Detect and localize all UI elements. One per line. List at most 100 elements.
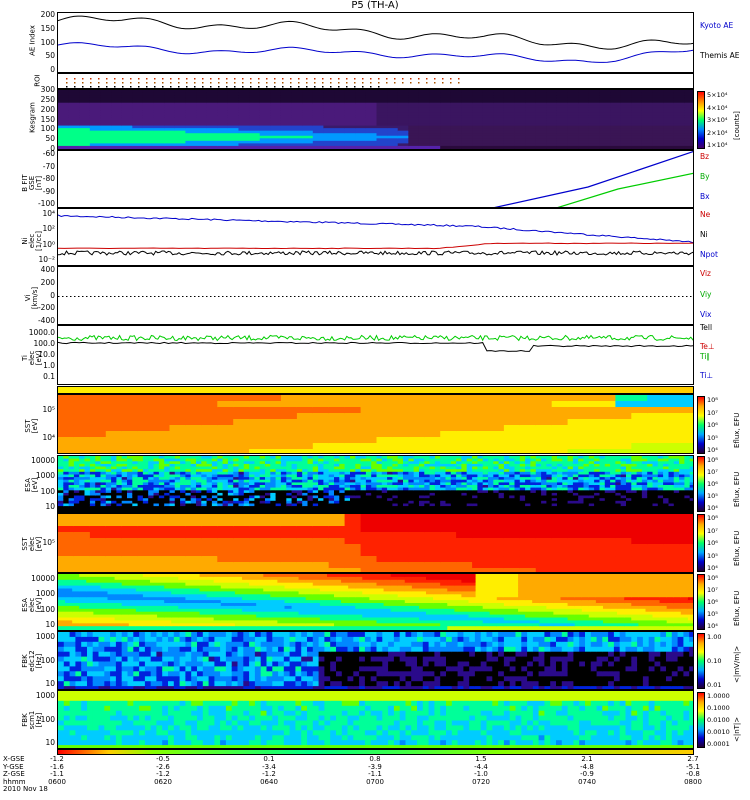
sst2-cell bbox=[249, 520, 266, 527]
roi-dot bbox=[450, 82, 452, 84]
esa1-cell bbox=[334, 466, 340, 470]
esa1-cell bbox=[217, 477, 224, 481]
sst1-cell bbox=[153, 401, 170, 408]
esa1-cell bbox=[206, 477, 213, 481]
esa1-cell bbox=[58, 479, 64, 483]
esa1-cell bbox=[355, 508, 362, 512]
esa1-cell bbox=[514, 487, 521, 491]
kesgram-cell bbox=[663, 115, 675, 119]
esa1-cell bbox=[461, 503, 468, 507]
sst1-cell bbox=[647, 449, 664, 453]
kesgram-cell bbox=[259, 130, 271, 134]
esa1-cell bbox=[636, 511, 643, 512]
sst2-cell bbox=[456, 550, 473, 557]
kesgram-cell bbox=[217, 128, 229, 132]
sst1-cell bbox=[153, 425, 170, 432]
kesgram-cell bbox=[482, 112, 494, 116]
sst1-cell bbox=[599, 413, 616, 420]
esa1-cell bbox=[679, 474, 685, 478]
sst1-cell bbox=[663, 431, 680, 438]
esa1-cell bbox=[689, 508, 693, 512]
sst1-cell bbox=[328, 443, 346, 450]
esa1-cell bbox=[493, 471, 500, 475]
esa1-cell bbox=[657, 485, 664, 489]
kesgram-cell bbox=[334, 148, 346, 149]
esa1-cell bbox=[259, 485, 266, 489]
esa1-cell bbox=[148, 508, 155, 512]
esa1-cell bbox=[541, 500, 547, 504]
kesgram-cell bbox=[323, 138, 335, 142]
sst1-cell bbox=[376, 419, 393, 426]
sst1-cell bbox=[679, 419, 693, 426]
esa1-cell bbox=[567, 463, 574, 468]
esa1-cell bbox=[73, 492, 80, 497]
sst1-cell bbox=[360, 431, 378, 438]
esa1-cell bbox=[583, 487, 590, 491]
esa1-cell bbox=[652, 492, 659, 497]
esa1-cell bbox=[270, 477, 277, 481]
esa1-cell bbox=[201, 458, 208, 462]
esa1-cell bbox=[121, 469, 128, 473]
esa1-cell bbox=[641, 492, 648, 497]
esa1-cell bbox=[599, 474, 606, 478]
esa1-cell bbox=[233, 498, 240, 502]
esa1-cell bbox=[461, 482, 468, 486]
sst1-cell bbox=[440, 395, 457, 402]
esa1-cell bbox=[610, 487, 616, 491]
esa1-cell bbox=[482, 498, 489, 502]
esa1-cell bbox=[663, 471, 669, 475]
esa1-cell bbox=[572, 482, 579, 486]
sst2-cell bbox=[408, 514, 425, 521]
esa1-cell bbox=[318, 458, 324, 462]
kesgram-cell bbox=[673, 133, 685, 137]
kesgram-cell bbox=[663, 97, 675, 101]
kesgram-cell bbox=[259, 100, 271, 104]
kesgram-cell bbox=[280, 92, 293, 96]
esa1-cell bbox=[153, 508, 160, 512]
esa1-cell bbox=[355, 500, 362, 504]
kesgram-cell bbox=[227, 143, 239, 147]
esa1-cell bbox=[142, 463, 149, 468]
sst1-cell bbox=[424, 425, 441, 432]
kesgram-cell bbox=[89, 95, 101, 99]
esa1-cell bbox=[148, 461, 155, 465]
esa1-cell bbox=[525, 487, 531, 491]
kesgram-cell bbox=[397, 100, 409, 104]
kesgram-cell bbox=[291, 102, 303, 106]
esa1-cell bbox=[249, 490, 255, 494]
esa-ion-spectrogram bbox=[58, 456, 693, 512]
kesgram-cell bbox=[270, 95, 282, 99]
esa1-cell bbox=[259, 474, 266, 478]
esa1-cell bbox=[636, 495, 643, 499]
esa1-cell bbox=[477, 461, 484, 465]
esa1-cell bbox=[461, 500, 468, 504]
esa1-cell bbox=[413, 511, 420, 512]
esa1-cell bbox=[551, 495, 558, 499]
esa1-cell bbox=[180, 469, 186, 473]
esa1-cell bbox=[312, 463, 319, 468]
kesgram-cell bbox=[493, 143, 505, 147]
esa1-cell bbox=[174, 456, 181, 460]
esa1-cell bbox=[105, 490, 112, 494]
esa1-cell bbox=[164, 456, 171, 460]
esa1-cell bbox=[148, 466, 155, 470]
sst1-cell bbox=[121, 395, 139, 402]
esa1-cell bbox=[121, 503, 128, 507]
kesgram-cell bbox=[578, 110, 590, 114]
esa1-cell bbox=[196, 500, 202, 504]
kesm-cbar-tick: 1×10⁴ bbox=[707, 141, 728, 149]
esa1-cell bbox=[142, 492, 149, 497]
sst1-cell bbox=[185, 425, 202, 432]
kesgram-cell bbox=[89, 100, 101, 104]
esa1-cell bbox=[211, 487, 218, 491]
kesgram-cell bbox=[227, 92, 239, 96]
esa1-cell bbox=[259, 458, 266, 462]
kesgram-cell bbox=[461, 148, 473, 149]
esa1-cell bbox=[265, 471, 271, 475]
esa1-cell bbox=[456, 469, 462, 473]
kesgram-cell bbox=[440, 115, 452, 119]
roi-dot bbox=[322, 82, 324, 84]
esa1-tick: 1000 bbox=[35, 471, 55, 481]
esa1-cell bbox=[440, 487, 447, 491]
esa1-cell bbox=[105, 503, 112, 507]
